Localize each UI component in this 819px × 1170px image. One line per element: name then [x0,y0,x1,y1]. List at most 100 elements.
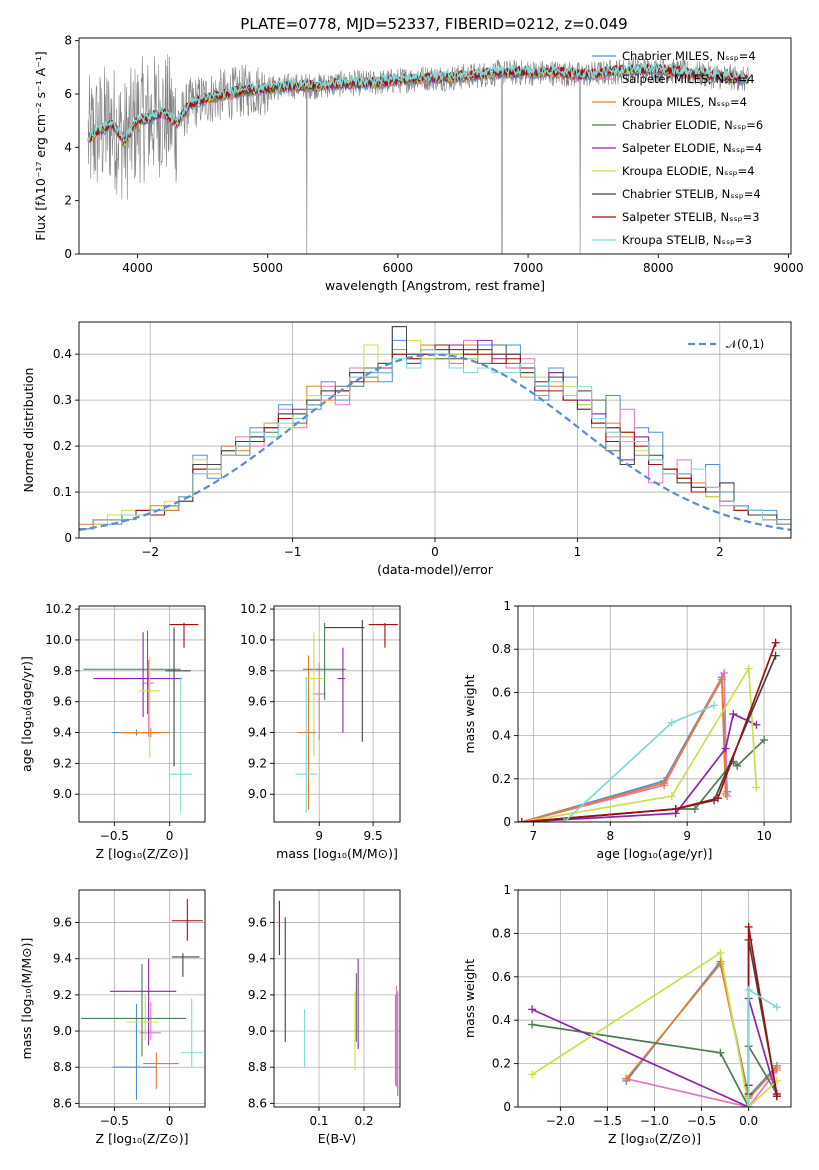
weight-marker [667,718,676,727]
weight-series-line [521,739,765,822]
x-axis-label: E(B-V) [318,1131,357,1146]
y-tick-label: 0.8 [492,926,511,940]
y-axis-label: Normed distribution [21,368,36,493]
y-tick-label: 9.2 [53,988,72,1002]
y-tick-label: 1 [503,599,511,613]
weight-marker [772,1003,781,1012]
x-tick-label: 9.5 [364,829,383,843]
y-tick-label: 6 [64,87,72,101]
legend-entry: Chabrier ELODIE, Nₛₛₚ=6 [622,118,763,132]
errorbar-point [368,622,398,648]
x-tick-label: 8 [606,829,614,843]
errorbar-point [119,727,170,738]
y-tick-label: 9.6 [248,695,267,709]
errorbar-point [180,998,203,1068]
errorbar-point [303,622,347,701]
y-tick-label: 0 [503,815,511,829]
y-tick-label: 9.0 [248,787,267,801]
residual-histogram-8 [79,349,791,530]
errorbar-point [169,676,192,813]
weight-marker [752,720,761,729]
errorbar-point [143,660,155,738]
weight-marker [771,651,780,660]
y-axis-label: mass weight [462,674,477,753]
y-tick-label: 9.6 [53,695,72,709]
weight-series-line [521,676,727,822]
errorbar-point [112,1003,157,1100]
weight-series-line [521,665,758,822]
weight-marker [667,792,676,801]
legend-entry: Chabrier MILES, Nₛₛₚ=4 [622,49,756,63]
x-tick-label: 9 [683,829,691,843]
weight-marker [733,761,742,770]
y-tick-label: 0 [503,1100,511,1114]
y-axis-label: Flux [fλ10⁻¹⁷ erg cm⁻² s⁻¹ A⁻¹] [33,51,48,240]
age_vs_Z-plot-area [83,622,199,813]
errorbar-point [295,676,318,813]
x-tick-label: 2 [716,545,724,559]
x-tick-label: 4000 [122,261,153,275]
x-tick-label: 10 [756,829,771,843]
y-tick-label: 10.0 [45,633,72,647]
spectrum-frame [78,37,792,255]
y-axis-label: mass weight [462,959,477,1038]
y-tick-label: 10.0 [240,633,267,647]
y-tick-label: 0.2 [492,772,511,786]
weight-series-line [521,712,757,822]
errorbar-point [312,663,326,741]
x-tick-label: 0.1 [309,1114,328,1128]
x-tick-label: 7 [530,829,538,843]
weight-marker [716,948,725,957]
weight-marker [752,783,761,792]
weight-series-line [521,655,777,822]
weight-marker [528,1070,537,1079]
mass_vs_EBV-plot-area [278,900,399,1097]
x-tick-label: 7000 [513,261,544,275]
errorbar-point [171,899,203,941]
x-axis-label: Z [log₁₀(Z/Z⊙)] [608,1131,701,1146]
weight-marker [528,1020,537,1029]
weight-marker [622,1074,631,1083]
x-axis-label: mass [log₁₀(M/M⊙)] [276,846,398,861]
legend-entry: Chabrier STELIB, Nₛₛₚ=4 [622,187,761,201]
figure-title: PLATE=0778, MJD=52337, FIBERID=0212, z=0… [240,15,627,33]
y-tick-label: 8.8 [53,1060,72,1074]
y-tick-label: 0.6 [492,970,511,984]
y-tick-label: 9.8 [248,664,267,678]
y-tick-label: 1 [503,883,511,897]
age_vs_mass-frame [273,605,401,823]
weight-marker [560,818,569,822]
x-axis-label: Z [log₁₀(Z/Z⊙)] [96,1131,189,1146]
model-spectrum-8 [87,61,750,143]
weight-series-line [521,669,729,822]
y-tick-label: 10.2 [45,602,72,616]
y-tick-label: 9.4 [248,952,267,966]
y-tick-label: 9.6 [248,916,267,930]
legend-entry: Salpeter MILES, Nₛₛₚ=4 [622,72,755,86]
x-tick-label: −0.5 [100,1114,129,1128]
y-tick-label: 9.4 [53,726,72,740]
y-axis-label: mass [log₁₀(M/M⊙)] [19,938,34,1060]
mass_vs_EBV-axes [270,890,400,1111]
weight-marker [744,985,753,994]
y-tick-label: 8.6 [53,1096,72,1110]
weight-marker [713,794,722,803]
mass_weight_vs_age-frame [517,605,792,823]
weight-series-line [531,951,778,1107]
y-tick-label: 0.4 [492,729,511,743]
errorbar-point [81,964,187,1057]
y-tick-label: 9.0 [53,1024,72,1038]
errorbar-point [109,958,177,1046]
mass_vs_EBV-frame [273,889,401,1108]
x-tick-label: 5000 [252,261,283,275]
mass_weight_vs_age-axes [514,605,791,826]
weight-marker [772,1063,781,1072]
y-tick-label: 9.8 [53,664,72,678]
y-tick-label: 9.4 [248,726,267,740]
x-tick-label: 0 [431,545,439,559]
errorbar-point [169,622,199,648]
y-tick-label: 0.3 [53,393,72,407]
x-tick-label: −1.0 [640,1114,669,1128]
y-tick-label: 0 [64,531,72,545]
